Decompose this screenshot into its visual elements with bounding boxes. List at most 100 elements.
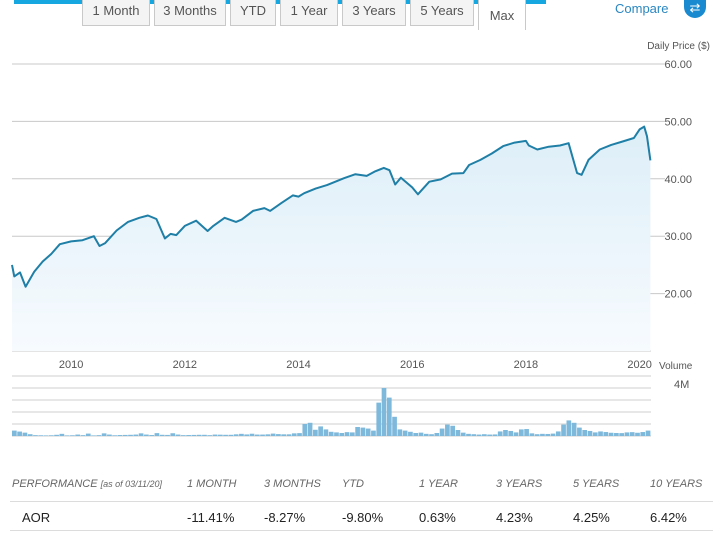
compare-link[interactable]: Compare <box>615 1 669 16</box>
volume-bar <box>629 432 635 436</box>
volume-bar <box>149 435 154 436</box>
price-tick-label: 60.00 <box>664 59 692 71</box>
volume-bar <box>276 434 281 436</box>
volume-bar <box>413 433 419 436</box>
volume-bar <box>635 432 640 436</box>
volume-bar <box>302 424 308 436</box>
col-header-10-years: 10 YEARS <box>650 478 703 490</box>
volume-bar <box>534 434 540 436</box>
volume-bar <box>386 397 392 436</box>
tab-5-years[interactable]: 5 Years <box>410 0 474 26</box>
price-tick-label: 50.00 <box>664 116 692 128</box>
volume-bar <box>260 434 265 436</box>
volume-bar <box>297 433 302 436</box>
volume-bar <box>571 422 577 436</box>
cell-5-years: 4.25% <box>573 510 610 525</box>
volume-bar <box>12 430 17 436</box>
swap-arrows-icon[interactable]: ⇄ <box>684 0 706 18</box>
volume-bar <box>445 424 450 436</box>
volume-bar <box>154 433 160 436</box>
volume-bar <box>640 432 646 436</box>
volume-bar <box>503 430 508 436</box>
volume-bar <box>186 435 191 436</box>
volume-bar <box>33 435 38 436</box>
tab-1-month[interactable]: 1 Month <box>82 0 150 26</box>
volume-bar <box>64 435 70 436</box>
volume-bar <box>334 432 339 436</box>
price-axis-label: Daily Price ($) <box>647 41 710 52</box>
volume-bar <box>476 434 482 436</box>
volume-bar <box>96 435 102 436</box>
volume-bar <box>550 433 556 436</box>
tab-3-years[interactable]: 3 Years <box>342 0 406 26</box>
volume-bar <box>492 434 498 436</box>
volume-bar <box>170 433 176 436</box>
cell-1-month: -11.41% <box>187 510 235 525</box>
volume-bar <box>85 433 91 436</box>
volume-bar <box>207 435 213 436</box>
volume-bar <box>107 434 112 436</box>
volume-bar <box>144 434 149 436</box>
volume-bar <box>43 435 49 436</box>
volume-bar <box>603 432 609 436</box>
col-header-1-year: 1 YEAR <box>419 478 458 490</box>
volume-bar <box>22 432 28 436</box>
volume-bar <box>529 433 535 436</box>
col-header-1-month: 1 MONTH <box>187 478 237 490</box>
volume-bar <box>624 432 630 436</box>
volume-bar <box>598 431 603 436</box>
tab-ytd[interactable]: YTD <box>230 0 276 26</box>
price-volume-chart: 60.00 50.00 40.00 30.00 20.00 2010 2012 2014 20… <box>11 59 692 437</box>
table-divider <box>10 501 713 502</box>
volume-bar <box>339 433 345 436</box>
col-header-3-years: 3 YEARS <box>496 478 543 490</box>
price-area <box>12 126 651 351</box>
volume-bar <box>614 433 619 436</box>
volume-bar <box>17 431 22 436</box>
volume-bar <box>54 434 59 436</box>
volume-bar <box>138 433 144 436</box>
volume-bar <box>281 434 287 436</box>
volume-bar <box>165 434 170 436</box>
volume-bar <box>223 434 228 436</box>
volume-bar <box>307 422 313 436</box>
volume-bar <box>540 433 545 436</box>
volume-bar <box>112 435 118 436</box>
price-tick-label: 40.00 <box>664 174 692 186</box>
year-tick-label: 2016 <box>400 359 424 371</box>
volume-bar <box>122 434 128 436</box>
year-tick-label: 2010 <box>59 359 83 371</box>
volume-bar <box>159 434 165 436</box>
tab-3-months[interactable]: 3 Months <box>154 0 226 26</box>
cell-3-months: -8.27% <box>264 510 306 525</box>
volume-bar <box>365 428 371 436</box>
volume-bar <box>48 435 54 436</box>
volume-bar <box>381 388 387 436</box>
volume-bar <box>270 433 276 436</box>
tab-1-year[interactable]: 1 Year <box>280 0 338 26</box>
volume-bar <box>513 432 519 436</box>
volume-bar <box>471 434 477 436</box>
volume-bar <box>75 434 81 436</box>
volume-tick-label: 4M <box>674 379 690 391</box>
volume-bar <box>212 434 218 436</box>
volume-bar <box>133 434 139 436</box>
performance-label: PERFORMANCE <box>12 478 98 490</box>
volume-bar <box>191 434 197 436</box>
volume-bar <box>217 434 223 436</box>
volume-bar <box>233 434 239 436</box>
volume-bar <box>70 435 75 436</box>
tab-max[interactable]: Max <box>478 0 526 30</box>
volume-bar <box>418 432 424 436</box>
range-tabs: 1 Month 3 Months YTD 1 Year 3 Years 5 Ye… <box>82 0 530 30</box>
cell-1-year: 0.63% <box>419 510 456 525</box>
row-ticker[interactable]: AOR <box>22 510 51 525</box>
price-tick-label: 20.00 <box>664 289 692 301</box>
volume-bar <box>545 433 551 436</box>
volume-bar <box>117 435 123 436</box>
volume-bar <box>349 432 355 436</box>
volume-bar <box>439 428 445 436</box>
volume-bar <box>254 434 260 436</box>
volume-bar <box>555 431 561 436</box>
volume-bar <box>397 429 403 436</box>
